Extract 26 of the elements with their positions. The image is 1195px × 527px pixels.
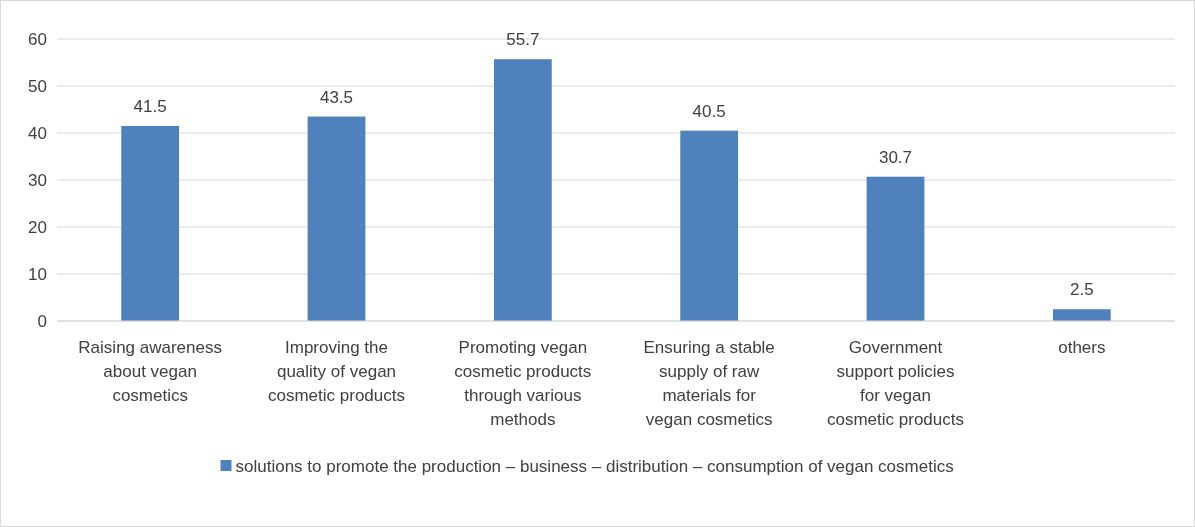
data-label: 43.5	[319, 87, 354, 107]
x-tick-label: Improving the quality of vegan cosmetic products	[268, 338, 405, 405]
data-label: 30.7	[878, 147, 913, 167]
legend-label: solutions to promote the production – business – distribution – consumption of vegan cosmetics	[235, 456, 954, 476]
bar	[121, 125, 180, 321]
x-tick-label: others	[1058, 338, 1106, 357]
y-tick-label: 0	[37, 311, 47, 331]
y-tick-label: 10	[28, 264, 47, 284]
y-tick-label: 50	[28, 76, 47, 96]
bar	[1052, 309, 1111, 321]
x-tick-label: Government support policies for vegan cosmetic products	[827, 338, 964, 429]
bar	[307, 116, 366, 321]
x-tick-label: Raising awareness about vegan cosmetics	[78, 338, 222, 405]
y-tick-label: 20	[28, 217, 47, 237]
data-label: 41.5	[133, 96, 167, 116]
data-label: 2.5	[1070, 280, 1094, 300]
bar	[866, 176, 925, 321]
data-label: 40.5	[692, 101, 726, 121]
bar	[680, 130, 739, 321]
y-tick-label: 40	[28, 123, 47, 143]
bar	[493, 59, 552, 321]
y-tick-label: 60	[28, 29, 47, 49]
data-label: 55.7	[506, 30, 540, 50]
y-tick-label: 30	[28, 170, 47, 190]
x-tick-label: Promoting vegan cosmetic products through various methods	[454, 338, 592, 429]
x-tick-label: Ensuring a stable supply of raw materials for vegan cosmetics	[643, 338, 775, 429]
